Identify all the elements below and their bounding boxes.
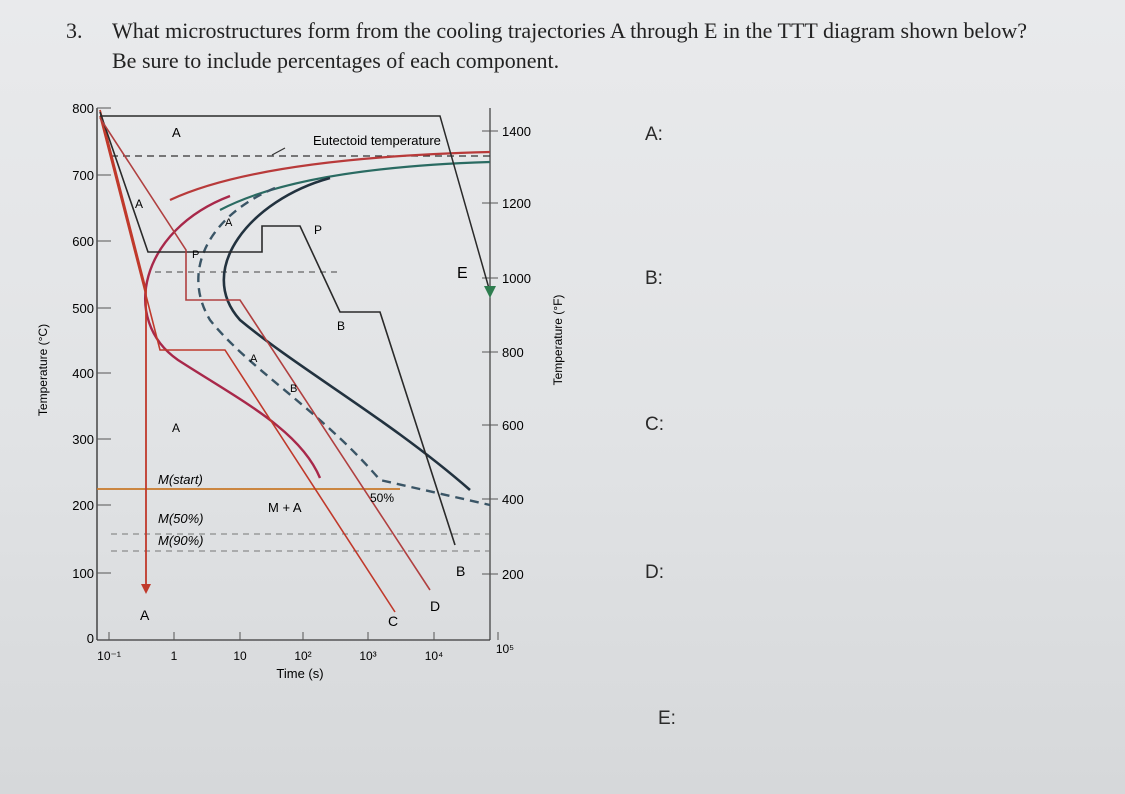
answer-label-b: B: <box>645 268 663 289</box>
label-bainite: B <box>337 319 345 333</box>
f-tick-1400: 1400 <box>502 124 531 139</box>
label-m-50: M(50%) <box>158 511 204 526</box>
answer-label-a: A: <box>645 124 663 145</box>
eutectoid-label: Eutectoid temperature <box>313 133 441 148</box>
label-pearlite: P <box>314 223 322 237</box>
c-tick-200: 200 <box>72 498 94 513</box>
label-m-start: M(start) <box>158 472 203 487</box>
trajectory-a <box>99 109 147 590</box>
f-tick-1200: 1200 <box>502 196 531 211</box>
time-ticks: 10⁻¹ 1 10 10² 10³ 10⁴ 10⁵ <box>97 632 514 663</box>
trajectory-e-arrow <box>484 286 496 298</box>
t-tick-0.1: 10⁻¹ <box>97 649 121 663</box>
x-axis-title: Time (s) <box>276 666 323 681</box>
t-tick-1: 1 <box>171 649 178 663</box>
c-tick-300: 300 <box>72 432 94 447</box>
celsius-ticks: 800 700 600 500 400 300 200 100 0 <box>72 101 111 646</box>
eutectoid-curve-green <box>219 160 491 211</box>
t-tick-1000: 10³ <box>359 649 376 663</box>
trajectory-label-d: D <box>430 598 440 614</box>
trajectory-label-e: E <box>457 265 468 282</box>
c-tick-400: 400 <box>72 366 94 381</box>
transformation-finish-curve <box>222 176 471 491</box>
label-austenite-mid: A <box>225 217 233 229</box>
trajectory-c <box>99 115 396 613</box>
fifty-percent-curve <box>197 186 491 507</box>
trajectory-label-c: C <box>388 613 398 629</box>
y-axis-title-celsius: Temperature (°C) <box>36 324 50 416</box>
c-tick-600: 600 <box>72 234 94 249</box>
t-tick-100: 10² <box>294 649 311 663</box>
label-austenite-curve: A <box>135 197 143 211</box>
f-tick-400: 400 <box>502 492 524 507</box>
answer-label-d: D: <box>645 562 664 583</box>
trajectory-label-b: B <box>456 563 465 579</box>
question-text: What microstructures form from the cooli… <box>112 18 1028 73</box>
question-number: 3. <box>66 18 83 43</box>
label-pearlite-start: P <box>192 249 199 261</box>
label-m-90: M(90%) <box>158 533 204 548</box>
label-austenite-low: A <box>172 421 180 435</box>
answer-label-c: C: <box>645 414 664 435</box>
label-austenite-top: A <box>172 125 181 140</box>
c-tick-700: 700 <box>72 168 94 183</box>
c-tick-100: 100 <box>72 566 94 581</box>
fahrenheit-ticks: 1400 1200 1000 800 600 400 200 <box>482 124 531 582</box>
c-tick-500: 500 <box>72 301 94 316</box>
f-tick-800: 800 <box>502 345 524 360</box>
label-austenite-bainite-a: A <box>250 353 258 365</box>
trajectory-b <box>99 111 456 546</box>
f-tick-200: 200 <box>502 567 524 582</box>
label-fifty-percent: 50% <box>370 491 394 505</box>
t-tick-10: 10 <box>233 649 247 663</box>
label-m-plus-a: M + A <box>268 500 302 515</box>
t-tick-100000: 10⁵ <box>496 642 514 656</box>
y-axis-title-fahrenheit: Temperature (°F) <box>551 295 565 386</box>
trajectory-e <box>100 115 491 293</box>
trajectory-label-a: A <box>140 607 150 623</box>
eutectoid-curve-red <box>169 150 491 201</box>
f-tick-600: 600 <box>502 418 524 433</box>
trajectory-a-arrow <box>141 584 151 594</box>
f-tick-1000: 1000 <box>502 271 531 286</box>
transformation-start-curve <box>144 194 322 479</box>
c-tick-800: 800 <box>72 101 94 116</box>
t-tick-10000: 10⁴ <box>425 649 444 663</box>
c-tick-0: 0 <box>87 631 94 646</box>
eutectoid-pointer <box>271 147 286 156</box>
label-austenite-bainite-b: B <box>290 383 297 395</box>
answer-label-e: E: <box>658 708 676 729</box>
trajectory-d <box>99 117 431 591</box>
